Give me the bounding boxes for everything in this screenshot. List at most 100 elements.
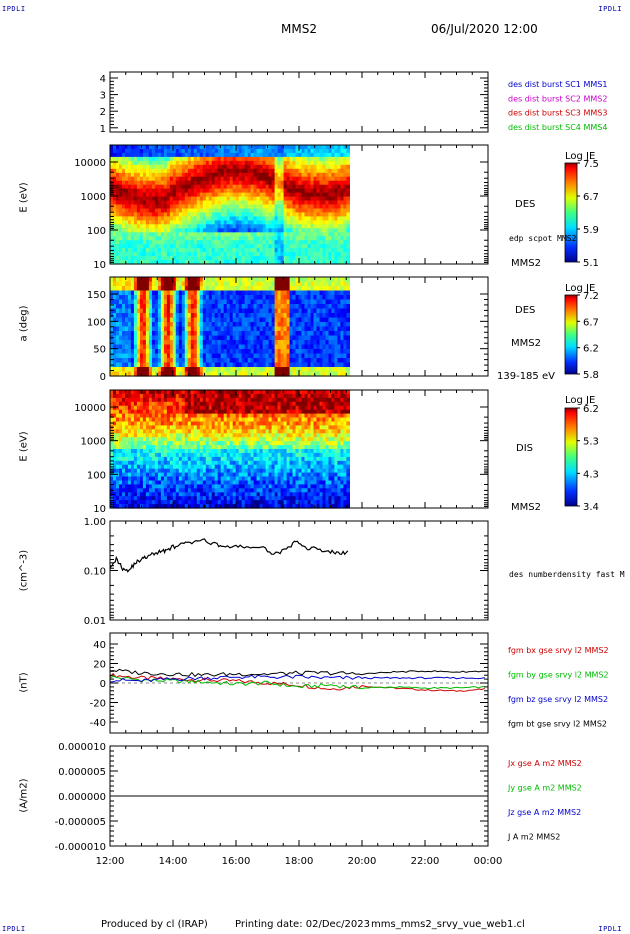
spectrogram-cell [136, 184, 141, 190]
spectrogram-cell [334, 208, 338, 214]
spectrogram-cell [208, 281, 213, 287]
spectrogram-cell [136, 192, 141, 198]
spectrogram-cell [187, 425, 192, 430]
spectrogram-cell [205, 200, 210, 206]
spectrogram-cell [226, 317, 231, 323]
spectrogram-cell [319, 317, 324, 323]
spectrogram-cell [301, 371, 306, 377]
spectrogram-cell [343, 200, 347, 206]
spectrogram-cell [128, 168, 132, 174]
spectrogram-cell [145, 484, 150, 489]
spectrogram-cell [346, 224, 350, 229]
spectrogram-cell [298, 244, 303, 249]
spectrogram-cell [232, 317, 237, 323]
spectrogram-cell [113, 228, 117, 233]
spectrogram-cell [283, 176, 288, 182]
spectrogram-cell [133, 156, 138, 162]
spectrogram-cell [328, 188, 333, 194]
spectrogram-cell [319, 184, 324, 190]
spectrogram-cell [322, 367, 327, 373]
spectrogram-cell [295, 367, 300, 373]
spectrogram-cell [271, 184, 276, 190]
spectrogram-cell [226, 232, 231, 237]
spectrogram-cell [130, 152, 135, 158]
spectrogram-cell [265, 232, 270, 237]
spectrogram-cell [265, 204, 270, 210]
spectrogram-cell [157, 180, 162, 186]
spectrogram-cell [307, 322, 312, 328]
spectrogram-cell [340, 188, 344, 194]
spectrogram-cell [223, 308, 228, 314]
spectrogram-cell [178, 160, 183, 166]
spectrogram-cell [142, 340, 147, 346]
spectrogram-cell [325, 326, 330, 332]
spectrogram-cell [136, 277, 141, 283]
spectrogram-cell [178, 429, 183, 434]
spectrogram-cell [217, 192, 222, 198]
spectrogram-cell [175, 152, 180, 158]
spectrogram-cell [274, 304, 279, 310]
spectrogram-cell [125, 168, 129, 174]
spectrogram-cell [145, 188, 150, 194]
spectrogram-cell [181, 409, 186, 415]
spectrogram-cell [328, 216, 333, 221]
spectrogram-cell [322, 313, 327, 319]
spectrogram-cell [319, 196, 324, 202]
spectrogram-cell [274, 208, 279, 214]
spectrogram-cell [154, 335, 159, 341]
spectrogram-cell [172, 322, 177, 328]
spectrogram-cell [128, 281, 132, 287]
spectrogram-cell [301, 160, 306, 166]
spectrogram-cell [229, 358, 234, 364]
spectrogram-cell [337, 240, 341, 245]
spectrogram-cell [262, 252, 267, 257]
spectrogram-cell [148, 371, 153, 377]
spectrogram-cell [319, 335, 324, 341]
spectrogram-cell [133, 371, 138, 377]
spectrogram-cell [190, 256, 195, 261]
spectrogram-cell [113, 340, 117, 346]
spectrogram-cell [196, 232, 201, 237]
spectrogram-cell [322, 224, 327, 229]
spectrogram-cell [193, 164, 198, 170]
spectrogram-cell [151, 349, 156, 355]
spectrogram-cell [148, 168, 153, 174]
spectrogram-cell [130, 353, 135, 359]
spectrogram-cell [125, 358, 129, 364]
spectrogram-cell [238, 286, 243, 292]
spectrogram-cell [133, 180, 138, 186]
spectrogram-cell [116, 456, 120, 462]
spectrogram-cell [142, 196, 147, 202]
spectrogram-cell [241, 349, 246, 355]
spectrogram-cell [325, 371, 330, 377]
spectrogram-cell [130, 232, 135, 237]
spectrogram-cell [148, 437, 153, 442]
spectrogram-cell [283, 200, 288, 206]
spectrogram-cell [244, 299, 249, 305]
spectrogram-cell [116, 488, 120, 493]
spectrogram-cell [277, 184, 282, 190]
spectrogram-cell [113, 149, 117, 154]
spectrogram-cell [328, 317, 333, 323]
spectrogram-cell [262, 216, 267, 221]
spectrogram-cell [184, 313, 189, 319]
spectrogram-cell [110, 236, 114, 241]
spectrogram-cell [145, 460, 150, 466]
spectrogram-cell [220, 172, 225, 178]
spectrogram-cell [128, 480, 132, 485]
spectrogram-cell [130, 172, 135, 178]
spectrogram-cell [316, 304, 321, 310]
spectrogram-cell [226, 256, 231, 261]
spectrogram-cell [268, 286, 273, 292]
spectrogram-cell [268, 192, 273, 198]
spectrogram-cell [110, 476, 114, 481]
spectrogram-cell [166, 335, 171, 341]
spectrogram-cell [139, 252, 144, 257]
spectrogram-cell [172, 152, 177, 158]
spectrogram-cell [253, 145, 258, 150]
spectrogram-cell [277, 188, 282, 194]
spectrogram-cell [172, 335, 177, 341]
spectrogram-cell [139, 413, 144, 419]
spectrogram-cell [310, 145, 315, 150]
spectrogram-cell [286, 252, 291, 257]
